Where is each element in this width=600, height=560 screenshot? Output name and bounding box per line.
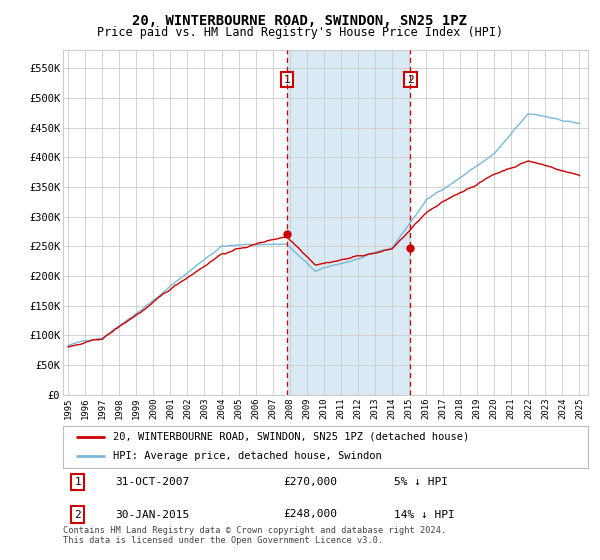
Text: 5% ↓ HPI: 5% ↓ HPI	[394, 477, 448, 487]
Text: Price paid vs. HM Land Registry's House Price Index (HPI): Price paid vs. HM Land Registry's House …	[97, 26, 503, 39]
Text: 1: 1	[283, 74, 290, 85]
Text: 31-OCT-2007: 31-OCT-2007	[115, 477, 190, 487]
Text: 14% ↓ HPI: 14% ↓ HPI	[394, 510, 455, 520]
Text: Contains HM Land Registry data © Crown copyright and database right 2024.: Contains HM Land Registry data © Crown c…	[63, 526, 446, 535]
Text: This data is licensed under the Open Government Licence v3.0.: This data is licensed under the Open Gov…	[63, 536, 383, 545]
Text: 2: 2	[74, 510, 82, 520]
Bar	[287, 50, 410, 395]
Text: 1: 1	[74, 477, 82, 487]
Text: 2: 2	[407, 74, 414, 85]
Text: 30-JAN-2015: 30-JAN-2015	[115, 510, 190, 520]
Text: £270,000: £270,000	[284, 477, 337, 487]
Text: £248,000: £248,000	[284, 510, 337, 520]
Text: 20, WINTERBOURNE ROAD, SWINDON, SN25 1PZ: 20, WINTERBOURNE ROAD, SWINDON, SN25 1PZ	[133, 14, 467, 28]
Text: 20, WINTERBOURNE ROAD, SWINDON, SN25 1PZ (detached house): 20, WINTERBOURNE ROAD, SWINDON, SN25 1PZ…	[113, 432, 469, 442]
Text: HPI: Average price, detached house, Swindon: HPI: Average price, detached house, Swin…	[113, 451, 382, 461]
